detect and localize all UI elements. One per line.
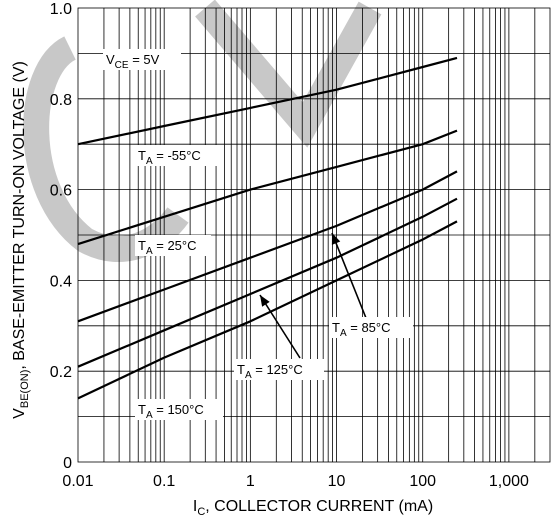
annotation-arrows (259, 232, 367, 359)
series-line (77, 197, 458, 368)
series-curves (77, 56, 458, 400)
watermark-logo (23, 0, 382, 262)
annotation-neg55-bg (135, 145, 219, 166)
arrow-125 (259, 294, 301, 359)
condition-label: VCE = 5V (106, 52, 160, 71)
series-line (77, 129, 458, 246)
y-tick-label: 0.2 (50, 364, 72, 381)
y-tick-label: 0.6 (50, 183, 72, 200)
annotations: VCE = 5V TA = -55°C TA = 25°C TA = 85°C TA =… (103, 49, 413, 421)
annotation-25-bg (135, 235, 211, 256)
arrow-125-head (260, 295, 270, 307)
arrow-85-head (331, 233, 341, 245)
x-axis-title: IC, COLLECTOR CURRENT (mA) (193, 498, 433, 518)
tick-labels: 0.01 0.1 1 10 100 1,000 0 0.2 0.4 0.6 0.8 1.0 (50, 1, 529, 490)
watermark-chevron (195, 0, 382, 148)
annotation-125: TA = 125°C (237, 362, 303, 381)
x-tick-label: 0.1 (153, 473, 175, 490)
x-tick-label: 0.01 (62, 473, 93, 490)
plot-grid (77, 7, 551, 463)
x-tick-label: 1 (246, 473, 255, 490)
annotation-neg55: TA = -55°C (138, 148, 201, 167)
y-axis-title: VBE(ON), BASE-EMITTER TURN-ON VOLTAGE (V… (11, 61, 31, 419)
y-tick-label: 0 (63, 455, 72, 472)
condition-label-bg (103, 49, 181, 70)
annotation-125-bg (234, 359, 324, 380)
y-tick-label: 0.8 (50, 92, 72, 109)
series-line (77, 220, 458, 400)
x-tick-label: 1,000 (489, 473, 529, 490)
annotation-85: TA = 85°C (332, 320, 391, 339)
y-tick-label: 0.4 (50, 273, 72, 290)
series-line (77, 56, 458, 146)
annotation-25: TA = 25°C (138, 238, 197, 257)
annotation-85-bg (329, 317, 413, 338)
x-tick-label: 10 (328, 473, 346, 490)
annotation-150-bg (135, 399, 223, 420)
y-tick-label: 1.0 (50, 1, 72, 18)
series-line (77, 170, 458, 323)
arrow-85 (331, 232, 367, 319)
x-tick-label: 100 (409, 473, 436, 490)
annotation-150: TA = 150°C (138, 402, 204, 421)
